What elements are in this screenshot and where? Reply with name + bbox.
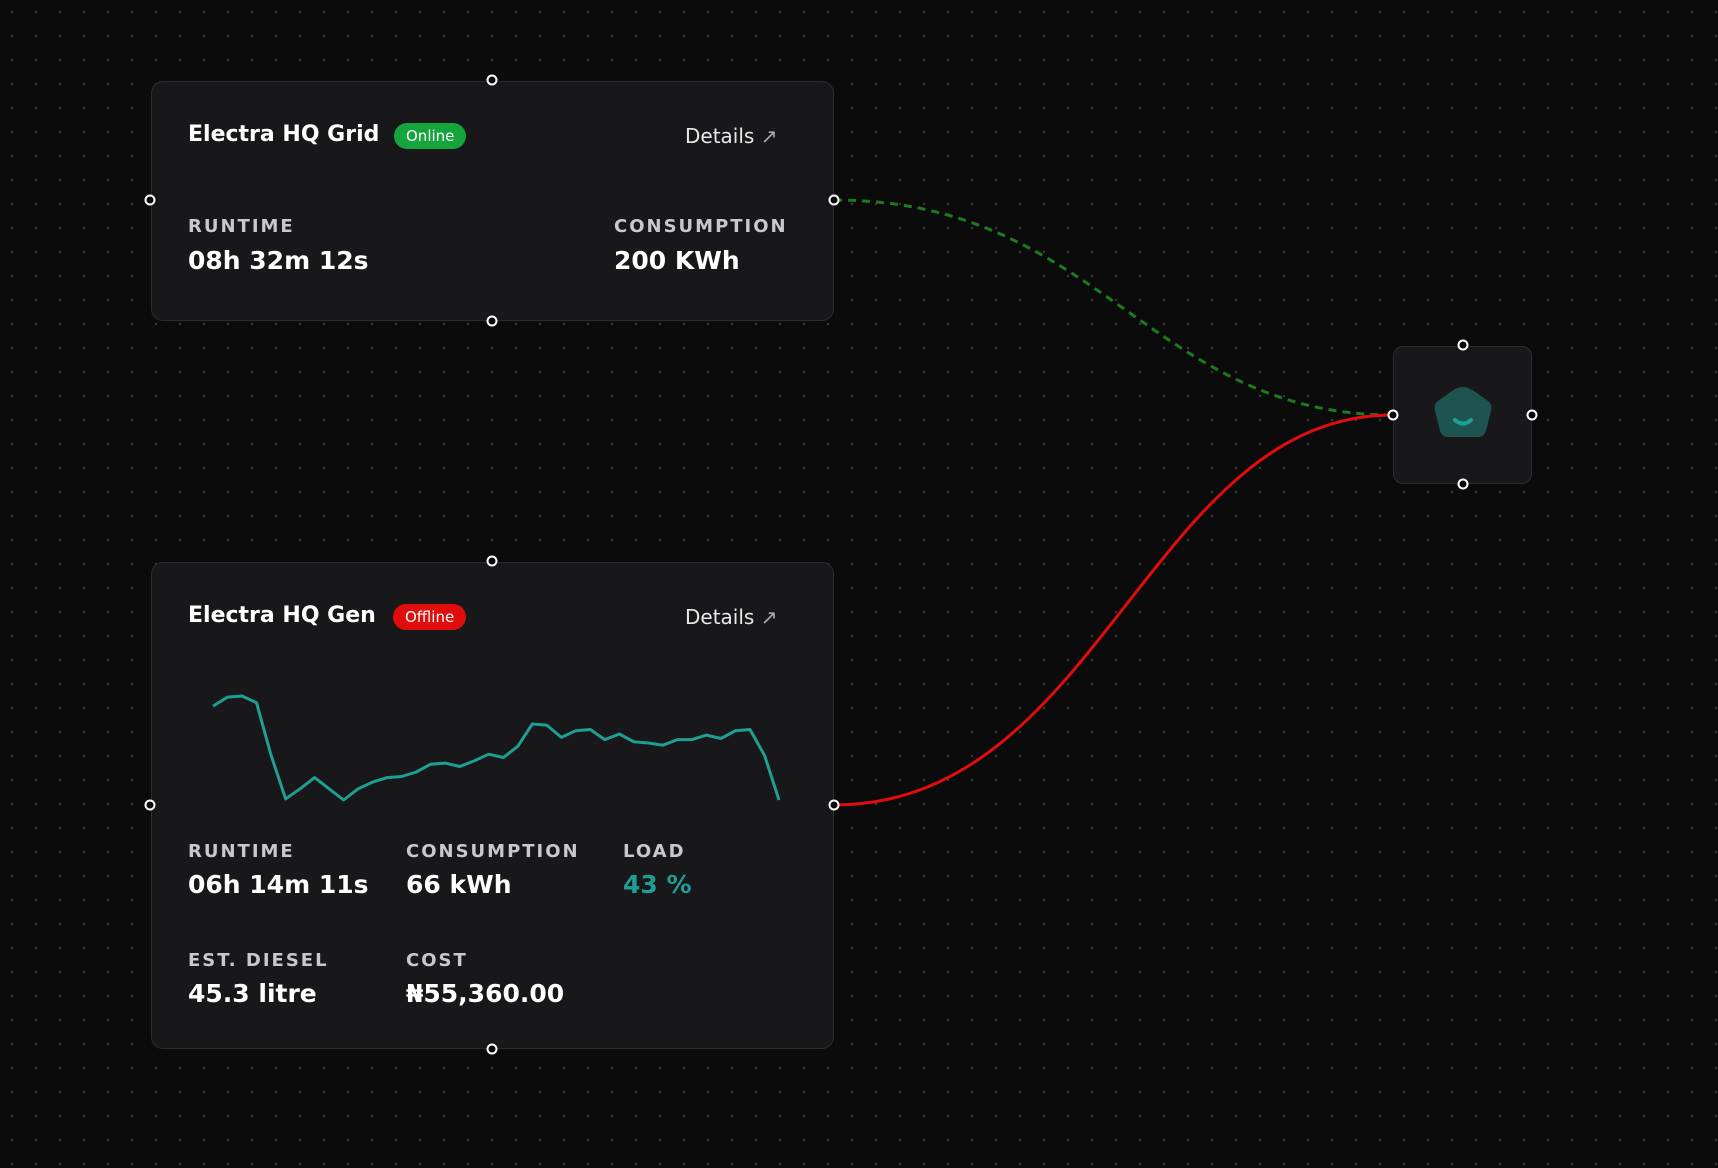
- hub-node[interactable]: [1393, 346, 1532, 484]
- stat-label: EST. DIESEL: [188, 950, 329, 971]
- stat-label: COST: [406, 950, 468, 971]
- stat-value: 45.3 litre: [188, 979, 317, 1008]
- grid-card[interactable]: Electra HQ Grid Online Details ↗ RUNTIME…: [151, 81, 834, 321]
- node-title: Electra HQ Gen: [188, 603, 376, 628]
- edge-online: [833, 198, 1394, 417]
- stat-value: 200 KWh: [614, 246, 740, 275]
- stat-value: 43 %: [623, 870, 692, 899]
- node-title: Electra HQ Grid: [188, 122, 380, 147]
- edge-offline: [833, 413, 1394, 807]
- stat-value: 08h 32m 12s: [188, 246, 369, 275]
- details-link[interactable]: Details ↗: [685, 124, 778, 148]
- stat-label: LOAD: [623, 841, 686, 862]
- stat-value: 66 kWh: [406, 870, 512, 899]
- stat-label: RUNTIME: [188, 216, 295, 237]
- stat-label: RUNTIME: [188, 841, 295, 862]
- sparkline-path: [212, 694, 781, 802]
- stat-value: 06h 14m 11s: [188, 870, 369, 899]
- details-text[interactable]: Details: [685, 124, 755, 148]
- gen-card[interactable]: Electra HQ Gen Offline Details ↗ RUNTIME…: [151, 562, 834, 1049]
- details-text[interactable]: Details: [685, 605, 755, 629]
- details-link[interactable]: Details ↗: [685, 605, 778, 629]
- stat-value: ₦55,360.00: [406, 979, 565, 1008]
- sparkline: [212, 694, 781, 802]
- status-badge: Offline: [393, 604, 467, 630]
- hub-icon: [1434, 387, 1492, 437]
- stat-label: CONSUMPTION: [614, 216, 788, 237]
- stat-label: CONSUMPTION: [406, 841, 580, 862]
- status-badge: Online: [394, 123, 467, 149]
